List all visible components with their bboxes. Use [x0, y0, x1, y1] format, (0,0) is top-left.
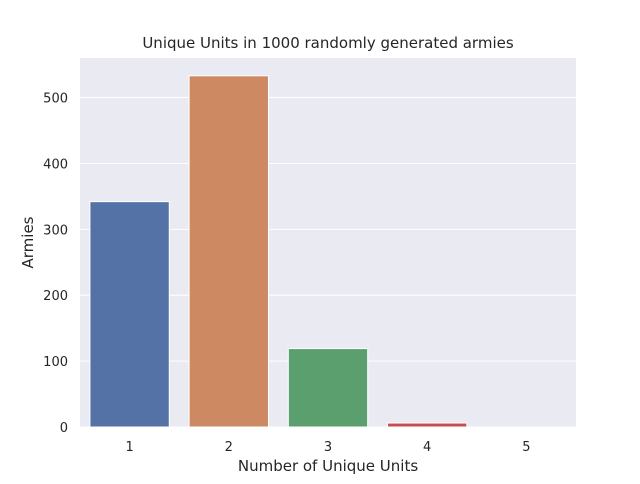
- bars-group: [89, 75, 468, 428]
- bar-3: [287, 348, 369, 428]
- bar-1: [89, 201, 170, 428]
- x-tick-label: 3: [324, 440, 332, 455]
- x-tick-label: 4: [423, 440, 431, 455]
- bar-2: [188, 75, 269, 428]
- y-tick-label: 300: [43, 223, 68, 238]
- x-tick-label: 5: [522, 440, 530, 455]
- bar-4: [387, 422, 468, 428]
- x-axis-label: Number of Unique Units: [238, 457, 418, 475]
- x-tick-labels: 1 2 3 4 5: [125, 440, 530, 455]
- chart-title: Unique Units in 1000 randomly generated …: [142, 34, 514, 52]
- y-tick-label: 0: [60, 421, 68, 436]
- y-tick-labels: 0 100 200 300 400 500: [43, 92, 68, 436]
- x-tick-label: 1: [125, 440, 133, 455]
- y-tick-label: 200: [43, 289, 68, 304]
- y-axis-label: Armies: [19, 216, 37, 268]
- y-tick-label: 500: [43, 92, 68, 107]
- x-tick-label: 2: [225, 440, 233, 455]
- y-tick-label: 100: [43, 355, 68, 370]
- y-tick-label: 400: [43, 157, 68, 172]
